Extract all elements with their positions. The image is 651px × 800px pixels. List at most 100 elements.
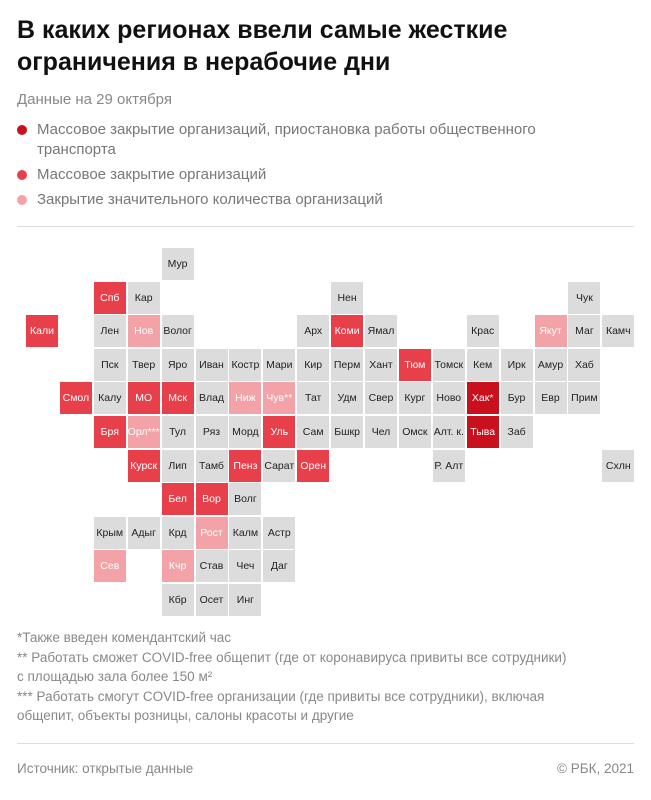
region-tile: Якут — [534, 315, 567, 348]
legend-swatch — [17, 125, 27, 135]
region-tile: Крым — [93, 516, 126, 549]
region-tile: Р. Алт — [432, 449, 465, 482]
region-tile: Перм — [331, 348, 364, 381]
region-tile: Кург — [398, 382, 431, 415]
divider — [17, 743, 634, 744]
region-tile: Прим — [568, 382, 601, 415]
region-tile: Орл*** — [128, 416, 160, 448]
region-tile: Ниж — [229, 382, 262, 415]
region-tile: Калм — [229, 516, 262, 549]
region-tile: Став — [195, 550, 228, 583]
region-tile: Удм — [331, 382, 364, 415]
region-tile: Ирк — [500, 348, 533, 381]
region-tile: Чел — [365, 416, 397, 448]
region-tile: Маг — [568, 315, 601, 348]
region-tile: Тыва — [466, 416, 499, 448]
region-tile: Бря — [93, 416, 126, 448]
footnote: общепит, объекты розницы, салоны красоты… — [17, 708, 354, 723]
legend-item: Закрытие значительного количества органи… — [17, 190, 617, 210]
region-tile: Томск — [432, 348, 465, 381]
region-tile: Волог — [161, 315, 194, 348]
footnote: с площадью зала более 150 м² — [17, 669, 213, 684]
region-tile: Мари — [263, 348, 296, 381]
region-tile: Астр — [263, 516, 296, 549]
region-tile: Крас — [466, 315, 499, 348]
region-tile: Амур — [534, 348, 567, 381]
divider — [17, 226, 634, 227]
region-tile: Пск — [93, 348, 126, 381]
region-tile: Бел — [161, 483, 194, 516]
region-tile: Калу — [93, 382, 126, 415]
region-tile: Кар — [127, 281, 160, 314]
source: Источник: открытые данные — [17, 761, 194, 776]
region-tile: Ново — [432, 382, 465, 415]
footnote: *** Работать смогут COVID-free организац… — [17, 688, 545, 704]
region-tile: Лен — [93, 315, 126, 348]
region-tile: Уль — [263, 416, 296, 448]
legend-item: Массовое закрытие организаций, приостано… — [17, 120, 617, 160]
region-tile: Твер — [127, 348, 160, 381]
legend-swatch — [17, 170, 27, 180]
region-tile: Коми — [331, 315, 364, 348]
legend-swatch — [17, 195, 27, 205]
region-tile: Вор — [195, 483, 228, 516]
region-tile: Адыг — [127, 516, 160, 549]
region-tile: Алт. к. — [432, 416, 465, 448]
region-tile: Орен — [297, 449, 330, 482]
region-tile: Заб — [500, 416, 533, 448]
region-tile: Чеч — [229, 550, 262, 583]
region-tile: Арх — [297, 315, 330, 348]
region-tile: Лип — [161, 449, 194, 482]
subtitle: Данные на 29 октября — [17, 91, 172, 108]
region-tile: Тат — [297, 382, 330, 415]
region-tile: Бур — [500, 382, 533, 415]
region-tile: Схлн — [602, 449, 635, 482]
region-tile: Мур — [161, 248, 194, 280]
region-tile: Крд — [161, 516, 194, 549]
region-tile: Омск — [398, 416, 431, 448]
region-tile: Ряз — [195, 416, 228, 448]
region-tile: Хак* — [466, 382, 499, 415]
region-tile: Иван — [195, 348, 228, 381]
region-tile: Костр — [229, 348, 262, 381]
region-tile: Кем — [466, 348, 499, 381]
region-tile: Нен — [331, 281, 364, 314]
footnote: ** Работать сможет COVID-free общепит (г… — [17, 649, 567, 665]
region-tile: Смол — [59, 382, 92, 415]
region-tile: Волг — [229, 483, 262, 516]
region-tile: Инг — [229, 584, 262, 616]
region-tile: Чув** — [263, 382, 296, 415]
region-tile: Влад — [195, 382, 228, 415]
region-tile: Мск — [161, 382, 194, 415]
region-tile: Кбр — [161, 584, 194, 616]
region-tile: Евр — [534, 382, 567, 415]
region-tile: Тюм — [398, 348, 431, 381]
region-tile: Хант — [365, 348, 397, 381]
region-tile: Хаб — [568, 348, 601, 381]
region-tile: Пенз — [229, 449, 262, 482]
region-tile: Морд — [229, 416, 262, 448]
region-tile: Камч — [602, 315, 635, 348]
region-tile: Сарат — [263, 449, 296, 482]
region-tile: Тул — [161, 416, 194, 448]
region-tile: Сам — [297, 416, 330, 448]
legend-item: Массовое закрытие организаций — [17, 165, 617, 185]
legend-label: Закрытие значительного количества органи… — [37, 191, 383, 208]
region-tile: Ямал — [365, 315, 397, 348]
region-tile: Сев — [93, 550, 126, 583]
region-tile: Курск — [127, 449, 160, 482]
region-tile: Нов — [127, 315, 160, 348]
region-tile: Кир — [297, 348, 330, 381]
copyright: © РБК, 2021 — [557, 761, 634, 776]
region-tile: Рост — [195, 516, 228, 549]
region-tile: Кчр — [161, 550, 194, 583]
region-tile: Кали — [26, 315, 58, 348]
region-tile: МО — [127, 382, 160, 415]
region-tile: Чук — [568, 281, 601, 314]
region-tile: Яро — [161, 348, 194, 381]
legend-label: Массовое закрытие организаций — [37, 166, 267, 183]
title: В каких регионах ввели самые жесткие огр… — [17, 16, 508, 76]
footnote: *Также введен комендантский час — [17, 630, 232, 645]
region-tile: Спб — [93, 281, 126, 314]
